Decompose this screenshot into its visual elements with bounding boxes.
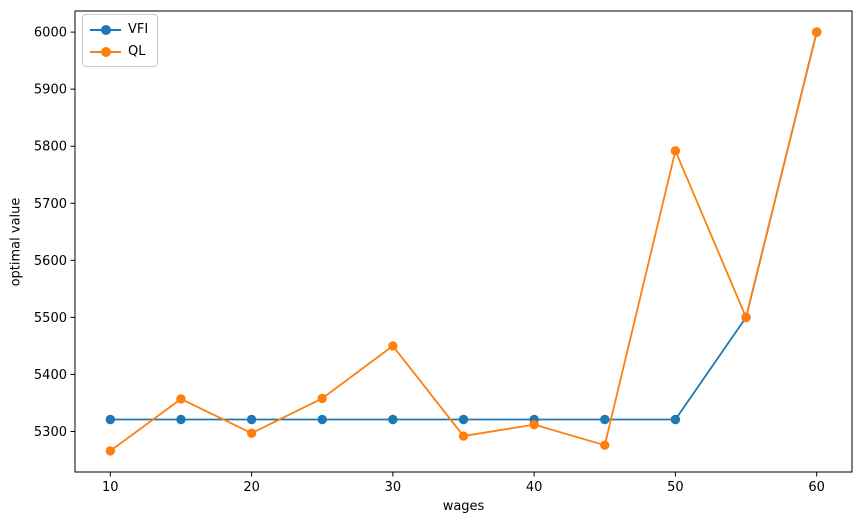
data-point-ql bbox=[105, 446, 116, 456]
y-axis-label: optimal value bbox=[8, 197, 24, 287]
data-point-ql bbox=[246, 428, 257, 438]
x-axis-label: wages bbox=[442, 499, 485, 514]
x-tick-label: 50 bbox=[667, 480, 684, 495]
data-point-vfi bbox=[105, 414, 116, 425]
data-point-ql bbox=[741, 312, 751, 323]
y-tick-label: 5600 bbox=[34, 254, 67, 269]
data-point-vfi bbox=[670, 414, 681, 425]
x-tick-label: 10 bbox=[102, 480, 119, 495]
legend-label-vfi: VFI bbox=[128, 22, 149, 37]
x-tick-label: 40 bbox=[526, 480, 543, 495]
y-tick-label: 5300 bbox=[34, 425, 67, 440]
data-point-ql bbox=[600, 440, 610, 450]
axes-frame bbox=[74, 10, 853, 473]
data-point-ql bbox=[529, 419, 539, 430]
y-tick-label: 5800 bbox=[34, 140, 67, 155]
vfi-line-sample-icon bbox=[90, 24, 121, 36]
x-tick-label: 30 bbox=[385, 480, 402, 495]
data-point-vfi bbox=[317, 414, 327, 425]
y-tick-label: 6000 bbox=[34, 26, 67, 41]
data-point-ql bbox=[811, 27, 822, 37]
legend-label-ql: QL bbox=[128, 44, 146, 59]
y-tick-label: 5500 bbox=[34, 311, 67, 326]
data-point-vfi bbox=[458, 414, 469, 425]
ql-line-sample-icon bbox=[90, 46, 121, 58]
data-point-vfi bbox=[600, 414, 610, 425]
y-tick-label: 5700 bbox=[34, 197, 67, 212]
data-point-ql bbox=[388, 341, 398, 351]
data-point-ql bbox=[317, 393, 327, 404]
data-point-ql bbox=[458, 431, 469, 441]
legend-item-ql[interactable]: QL bbox=[90, 42, 148, 61]
x-tick-label: 20 bbox=[243, 480, 260, 495]
series-line-ql bbox=[109, 31, 818, 452]
x-tick-label: 60 bbox=[808, 480, 825, 495]
y-tick-label: 5900 bbox=[34, 83, 67, 98]
legend-item-vfi[interactable]: VFI bbox=[90, 20, 148, 39]
series-line-vfi bbox=[110, 31, 818, 421]
legend: VFI QL bbox=[82, 14, 159, 67]
data-point-vfi bbox=[388, 414, 398, 425]
data-point-vfi bbox=[176, 414, 186, 425]
y-tick-label: 5400 bbox=[34, 368, 67, 383]
data-point-ql bbox=[670, 146, 681, 156]
data-point-vfi bbox=[246, 414, 257, 425]
data-point-ql bbox=[176, 394, 186, 404]
